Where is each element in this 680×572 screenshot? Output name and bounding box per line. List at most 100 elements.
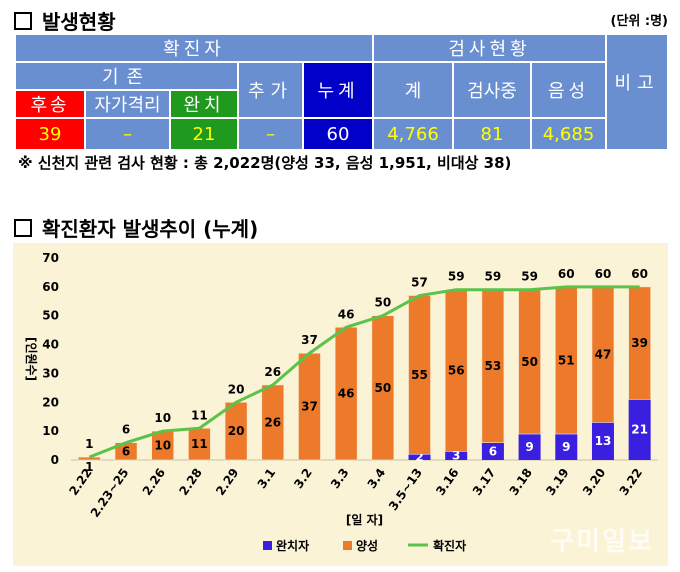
header-hospital: 후송 bbox=[14, 89, 86, 119]
data-label-total: 46 bbox=[338, 307, 355, 321]
header-existing: 기존 bbox=[14, 61, 239, 91]
x-tick-label: 3.3 bbox=[328, 466, 352, 491]
data-label-total: 59 bbox=[485, 270, 502, 284]
header-note: 비고 bbox=[605, 33, 669, 151]
data-label-total: 50 bbox=[374, 296, 391, 310]
bar-cured bbox=[481, 442, 504, 460]
value-negative: 4,685 bbox=[530, 117, 607, 151]
data-label-positive: 20 bbox=[228, 424, 245, 438]
chart-area: 0 10 20 30 40 50 60 70 [인원수] 1 1 2.22 6 6 2.23~25 10 10 2… bbox=[13, 243, 668, 566]
y-tick-label: 0 bbox=[51, 453, 59, 467]
data-label-total: 57 bbox=[411, 276, 428, 290]
data-label-positive: 51 bbox=[558, 353, 575, 367]
status-table: 확진자 검사현황 비고 기존 추가 누계 계 검사중 음성 후송 자가격리 완치… bbox=[14, 33, 669, 151]
data-label-total: 20 bbox=[228, 382, 245, 396]
data-label-total: 1 bbox=[85, 437, 93, 451]
data-label-positive: 55 bbox=[411, 368, 428, 382]
x-tick-label: 3.17 bbox=[470, 466, 498, 498]
data-label-positive: 11 bbox=[191, 437, 208, 451]
legend-label-total: 확진자 bbox=[433, 538, 466, 553]
data-label-cured: 9 bbox=[562, 440, 570, 454]
value-added: – bbox=[237, 117, 304, 151]
data-label-total: 59 bbox=[448, 270, 465, 284]
data-label-total: 26 bbox=[264, 365, 281, 379]
section-title-trend: 확진환자 발생추이 (누계) bbox=[14, 213, 258, 242]
header-confirmed: 확진자 bbox=[14, 33, 374, 63]
data-label-positive: 37 bbox=[301, 400, 318, 414]
value-total: 4,766 bbox=[372, 117, 454, 151]
data-label-positive: 50 bbox=[521, 355, 538, 369]
checkbox-icon bbox=[14, 12, 32, 30]
header-total: 계 bbox=[372, 61, 454, 119]
value-cured: 21 bbox=[169, 117, 239, 151]
x-tick-label: 2.29 bbox=[213, 466, 241, 498]
header-added: 추가 bbox=[237, 61, 304, 119]
data-label-positive: 53 bbox=[485, 359, 502, 373]
y-tick-label: 50 bbox=[42, 309, 59, 323]
data-label-cured: 2 bbox=[415, 450, 423, 464]
data-label-positive: 6 bbox=[122, 444, 130, 458]
x-tick-label: 3.2 bbox=[291, 466, 315, 491]
value-self-quarantine: – bbox=[84, 117, 171, 151]
bar-cured bbox=[591, 422, 614, 460]
header-negative: 음성 bbox=[530, 61, 607, 119]
x-tick-label: 3.4 bbox=[365, 466, 389, 491]
header-testing: 검사중 bbox=[452, 61, 532, 119]
y-tick-label: 60 bbox=[42, 280, 59, 294]
checkbox-icon bbox=[14, 219, 32, 237]
x-tick-label: 3.5~13 bbox=[386, 466, 425, 513]
bar-cured bbox=[445, 451, 468, 460]
data-label-cured: 9 bbox=[525, 440, 533, 454]
header-cured: 완치 bbox=[169, 89, 239, 119]
y-tick-label: 20 bbox=[42, 395, 59, 409]
data-label-positive: 46 bbox=[338, 387, 355, 401]
y-tick-label: 40 bbox=[42, 338, 59, 352]
data-label-cured: 13 bbox=[595, 434, 612, 448]
data-label-total: 37 bbox=[301, 333, 318, 347]
data-label-cured: 6 bbox=[489, 444, 497, 458]
bar-cured bbox=[518, 434, 541, 460]
value-hospital: 39 bbox=[14, 117, 86, 151]
trend-title-text: 확진환자 발생추이 (누계) bbox=[42, 217, 259, 241]
data-label-total: 60 bbox=[631, 267, 648, 281]
x-tick-label: 3.16 bbox=[433, 466, 461, 498]
y-tick-label: 70 bbox=[42, 251, 59, 265]
x-axis-label: [일 자] bbox=[346, 512, 383, 527]
y-axis-label: [인원수] bbox=[24, 337, 39, 381]
data-label-total: 6 bbox=[122, 423, 130, 437]
x-tick-label: 3.22 bbox=[617, 466, 645, 498]
data-label-total: 59 bbox=[521, 270, 538, 284]
shincheonji-note: ※ 신천지 관련 검사 현황 : 총 2,022명(양성 33, 음성 1,95… bbox=[18, 154, 512, 172]
unit-label: (단위 :명) bbox=[610, 14, 669, 29]
section-title-status: 발생현황 bbox=[14, 6, 116, 35]
y-tick-label: 30 bbox=[42, 366, 59, 380]
data-label-positive: 26 bbox=[264, 415, 281, 429]
x-tick-label: 3.18 bbox=[507, 466, 535, 498]
data-label-positive: 1 bbox=[85, 460, 93, 474]
x-tick-label: 2.26 bbox=[140, 466, 168, 498]
watermark: 구미일보 bbox=[550, 527, 654, 557]
bar-cured bbox=[628, 399, 651, 460]
series-line-total bbox=[88, 285, 640, 459]
header-tests: 검사현황 bbox=[372, 33, 607, 63]
value-cumulative: 60 bbox=[302, 117, 374, 151]
header-self-quarantine: 자가격리 bbox=[84, 89, 171, 119]
x-tick-label: 2.28 bbox=[176, 466, 204, 498]
data-label-positive: 39 bbox=[631, 336, 648, 350]
data-label-total: 60 bbox=[558, 267, 575, 281]
bar-cured bbox=[555, 434, 578, 460]
data-label-positive: 50 bbox=[374, 381, 391, 395]
header-cumulative: 누계 bbox=[302, 61, 374, 119]
x-tick-label: 3.20 bbox=[580, 466, 608, 498]
data-label-positive: 10 bbox=[154, 439, 171, 453]
value-testing: 81 bbox=[452, 117, 532, 151]
legend-swatch-cured bbox=[263, 541, 272, 550]
data-label-positive: 56 bbox=[448, 364, 465, 378]
legend-label-positive: 양성 bbox=[356, 538, 378, 553]
data-label-cured: 21 bbox=[631, 423, 648, 437]
trend-chart: 010203040506070[인원수]112.22662.23~2510102… bbox=[24, 251, 658, 553]
data-label-total: 60 bbox=[595, 267, 612, 281]
x-tick-label: 3.1 bbox=[255, 466, 279, 491]
status-title-text: 발생현황 bbox=[42, 10, 116, 34]
legend-swatch-positive bbox=[343, 541, 352, 550]
